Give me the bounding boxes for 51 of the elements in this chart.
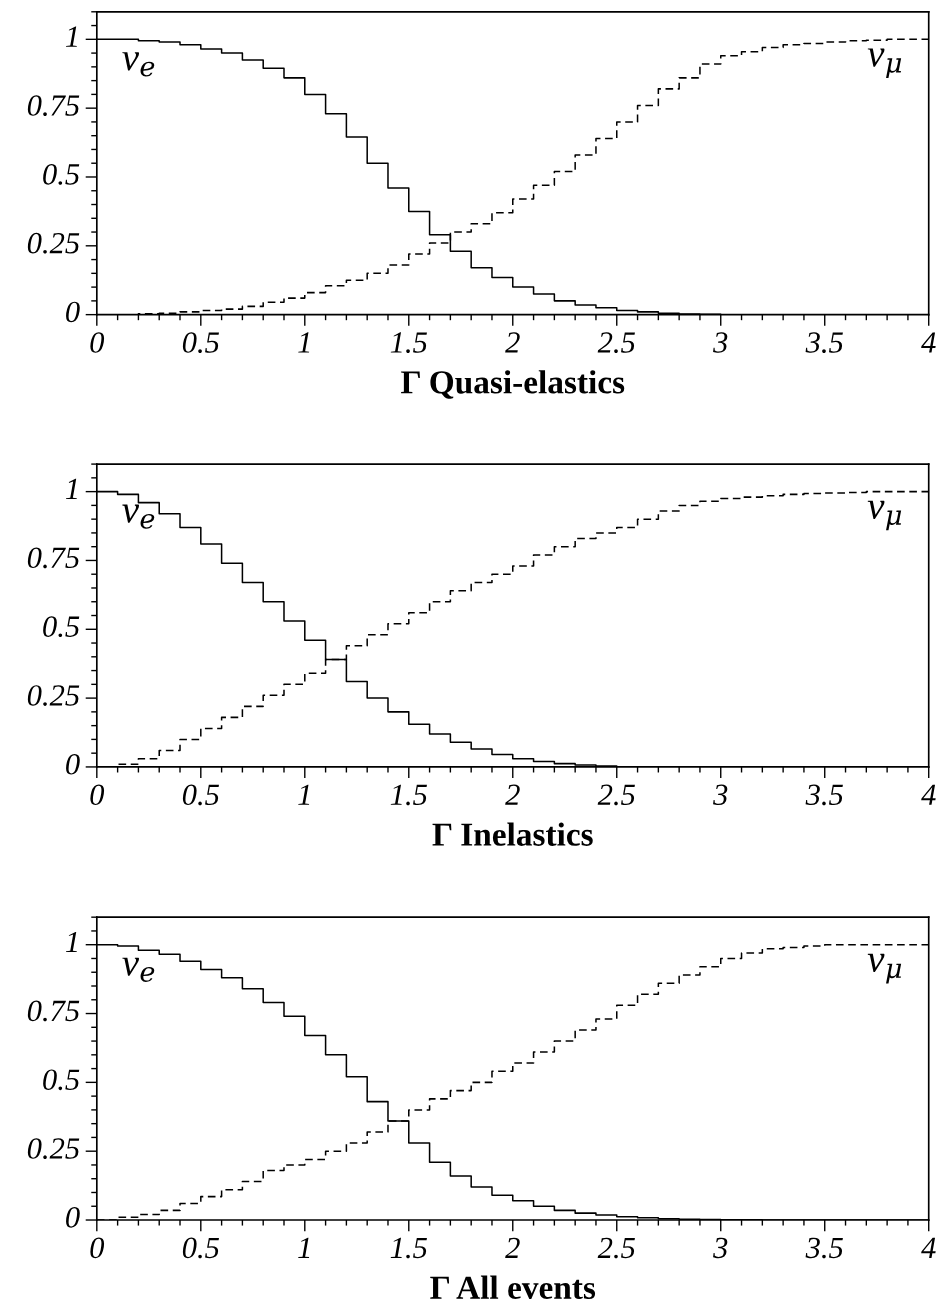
x-tick-label: 1 xyxy=(298,784,310,805)
x-axis-title: Γ All events xyxy=(430,1275,596,1299)
y-tick-label: 1 xyxy=(65,478,77,499)
x-tick-label: 3.5 xyxy=(805,1237,843,1259)
x-tick-label: 2 xyxy=(505,332,520,353)
series-label: ν$_{e}$ xyxy=(122,52,155,77)
y-tick-label: 0.5 xyxy=(43,616,80,638)
y-tick-label: 0.25 xyxy=(27,1138,80,1159)
x-tick-label: 2 xyxy=(505,784,520,805)
x-tick-label: 0.5 xyxy=(182,332,219,353)
y-tick-label: 0.25 xyxy=(27,232,80,254)
y-tick-label: 0.75 xyxy=(27,95,80,116)
x-tick-label: 2.5 xyxy=(597,784,635,806)
x-axis-title: Γ Quasi-elastics xyxy=(401,370,625,399)
series-label: ν$_{μ}$ xyxy=(867,48,902,79)
x-tick-label: 1.5 xyxy=(390,784,427,806)
y-tick-label: 0.5 xyxy=(43,164,80,185)
x-tick-label: 0.5 xyxy=(182,1237,219,1259)
x-axis-title: Γ Inelastics xyxy=(432,822,593,846)
x-tick-label: 0 xyxy=(90,332,105,353)
y-tick-label: 1 xyxy=(65,26,77,47)
x-tick-label: 3.5 xyxy=(805,332,843,353)
x-tick-label: 3 xyxy=(713,784,728,806)
y-tick-label: 0.75 xyxy=(27,1000,80,1022)
x-tick-label: 2 xyxy=(505,1237,520,1258)
y-tick-label: 0 xyxy=(66,753,80,775)
x-tick-label: 0 xyxy=(90,1237,105,1259)
series-label: ν$_{μ}$ xyxy=(867,500,902,531)
x-tick-label: 4 xyxy=(921,1237,936,1258)
x-tick-label: 4 xyxy=(921,784,936,805)
x-tick-label: 1.5 xyxy=(390,1237,427,1259)
series-label: ν$_{μ}$ xyxy=(867,953,902,984)
x-tick-label: 0 xyxy=(90,784,105,806)
x-tick-label: 1 xyxy=(298,1237,310,1258)
series-label: ν$_{e}$ xyxy=(122,504,155,529)
x-tick-label: 3 xyxy=(713,332,728,353)
x-tick-label: 3 xyxy=(713,1237,728,1259)
x-tick-label: 3.5 xyxy=(805,784,843,806)
x-tick-label: 4 xyxy=(921,332,936,353)
x-tick-label: 0.5 xyxy=(182,784,219,806)
y-tick-label: 0 xyxy=(66,1207,80,1228)
y-tick-label: 0 xyxy=(66,301,80,323)
x-tick-label: 1.5 xyxy=(390,332,427,353)
y-tick-label: 0.25 xyxy=(27,685,80,706)
x-tick-label: 2.5 xyxy=(597,1237,635,1259)
x-tick-label: 2.5 xyxy=(597,332,635,353)
y-tick-label: 1 xyxy=(65,931,77,953)
x-tick-label: 1 xyxy=(298,332,310,353)
y-tick-label: 0.75 xyxy=(27,547,80,569)
series-label: ν$_{e}$ xyxy=(122,957,155,982)
y-tick-label: 0.5 xyxy=(43,1069,80,1091)
